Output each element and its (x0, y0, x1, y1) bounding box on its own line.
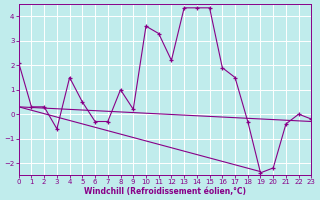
X-axis label: Windchill (Refroidissement éolien,°C): Windchill (Refroidissement éolien,°C) (84, 187, 246, 196)
